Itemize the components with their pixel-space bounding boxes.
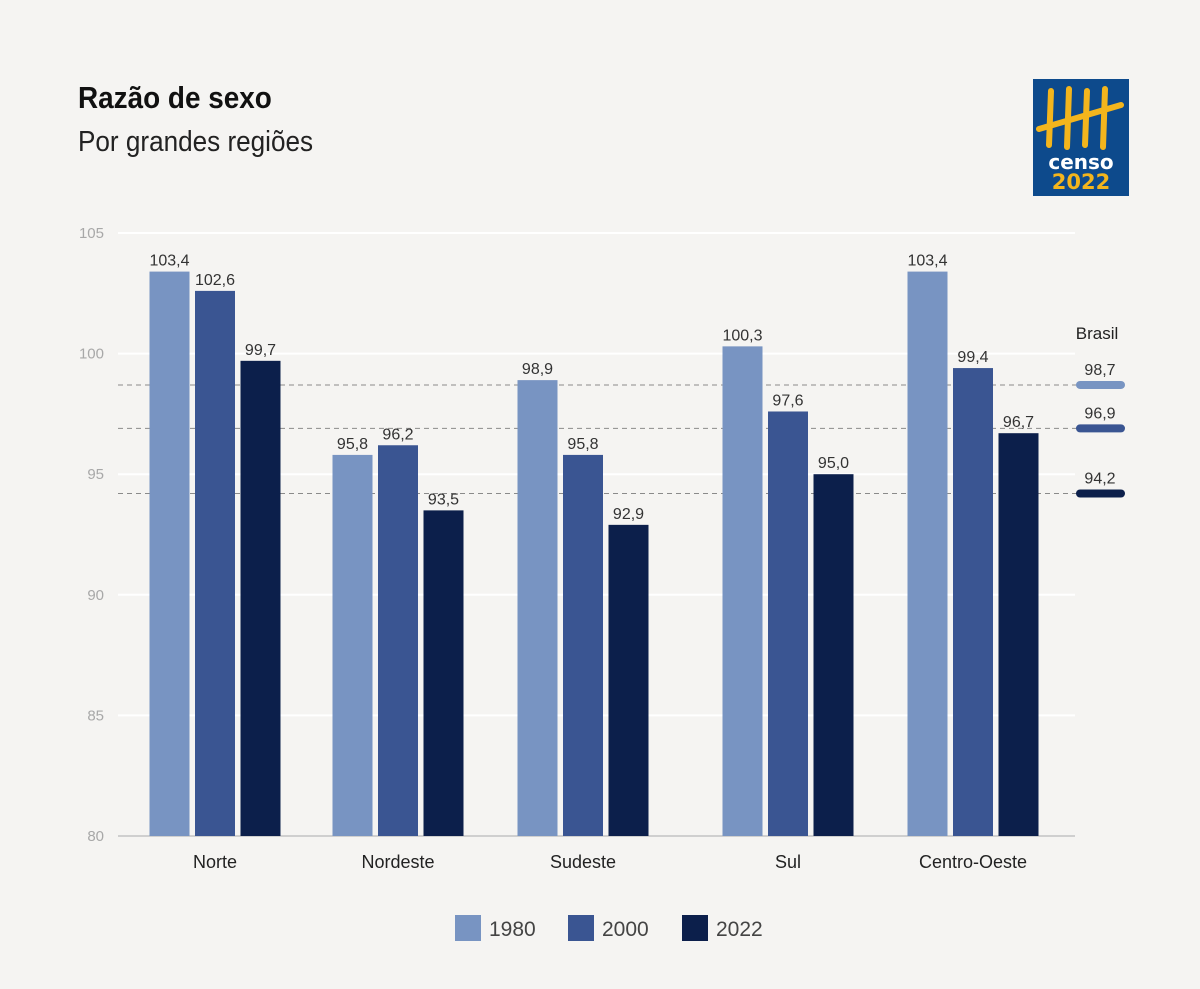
data-label: 95,8 bbox=[337, 436, 368, 453]
x-tick-label: Norte bbox=[193, 852, 237, 872]
data-label: 98,9 bbox=[522, 361, 553, 378]
reference-title: Brasil bbox=[1076, 324, 1119, 343]
svg-text:2022: 2022 bbox=[1052, 170, 1110, 194]
data-label: 100,3 bbox=[722, 327, 762, 344]
data-label: 96,7 bbox=[1003, 414, 1034, 431]
bar-1980 bbox=[149, 271, 190, 836]
bar-2000 bbox=[563, 454, 603, 836]
data-label: 103,4 bbox=[907, 253, 947, 270]
y-tick-label: 85 bbox=[87, 707, 104, 724]
bar-1980 bbox=[722, 346, 763, 836]
bar-2000 bbox=[768, 411, 808, 836]
y-tick-label: 90 bbox=[87, 587, 104, 604]
data-label: 99,7 bbox=[245, 342, 276, 359]
x-tick-label: Centro-Oeste bbox=[919, 852, 1027, 872]
data-label: 102,6 bbox=[195, 272, 235, 289]
reference-marker bbox=[1076, 489, 1125, 498]
bar-1980 bbox=[907, 271, 948, 836]
y-tick-label: 80 bbox=[87, 828, 104, 845]
reference-label: 94,2 bbox=[1084, 470, 1115, 487]
bar-2000 bbox=[195, 290, 235, 836]
data-label: 95,0 bbox=[818, 455, 849, 472]
bar-2022 bbox=[423, 510, 464, 836]
data-label: 97,6 bbox=[772, 392, 803, 409]
reference-marker bbox=[1076, 424, 1125, 433]
reference-label: 98,7 bbox=[1084, 362, 1115, 379]
y-tick-label: 100 bbox=[79, 346, 104, 363]
data-label: 92,9 bbox=[613, 506, 644, 523]
legend-label: 1980 bbox=[489, 918, 536, 941]
censo-2022-logo: censo 2022 bbox=[1033, 79, 1129, 196]
bar-2022 bbox=[608, 524, 649, 836]
reference-marker bbox=[1076, 380, 1125, 389]
y-tick-label: 105 bbox=[79, 225, 104, 242]
x-tick-label: Nordeste bbox=[361, 852, 434, 872]
chart-subtitle: Por grandes regiões bbox=[78, 126, 314, 158]
legend-label: 2000 bbox=[602, 918, 649, 941]
bar-2022 bbox=[813, 474, 854, 836]
legend-swatch bbox=[568, 915, 594, 941]
legend-swatch bbox=[682, 915, 708, 941]
bar-2000 bbox=[953, 368, 993, 836]
data-label: 93,5 bbox=[428, 491, 459, 508]
svg-text:censo: censo bbox=[1048, 150, 1113, 174]
x-tick-label: Sul bbox=[775, 852, 801, 872]
data-label: 103,4 bbox=[149, 253, 189, 270]
reference-label: 96,9 bbox=[1084, 405, 1115, 422]
bar-1980 bbox=[332, 454, 373, 836]
chart-title: Razão de sexo bbox=[78, 80, 272, 115]
bar-2022 bbox=[240, 360, 281, 836]
bar-1980 bbox=[517, 380, 558, 836]
bar-2000 bbox=[378, 445, 418, 836]
x-tick-label: Sudeste bbox=[550, 852, 616, 872]
legend-swatch bbox=[455, 915, 481, 941]
bar-2022 bbox=[998, 433, 1039, 836]
data-label: 96,2 bbox=[382, 426, 413, 443]
y-tick-label: 95 bbox=[87, 466, 104, 483]
data-label: 99,4 bbox=[957, 349, 988, 366]
legend-label: 2022 bbox=[716, 918, 763, 941]
data-label: 95,8 bbox=[567, 436, 598, 453]
